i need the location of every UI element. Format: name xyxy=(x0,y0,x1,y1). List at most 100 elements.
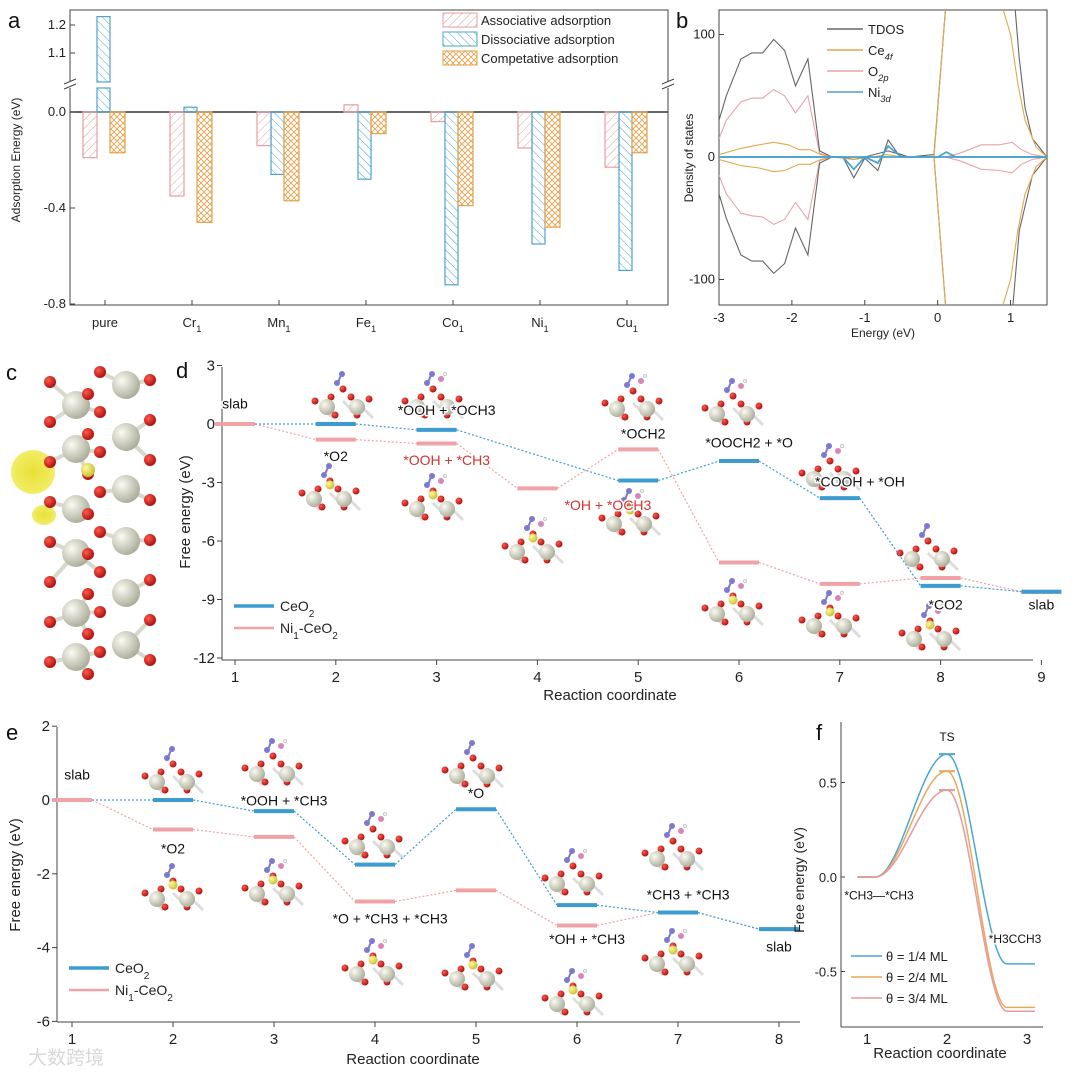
panel-label-e: e xyxy=(6,720,18,745)
bar-dissociative-pure-lower xyxy=(96,87,111,113)
h-atom xyxy=(682,823,688,829)
y-tick-label: -3 xyxy=(202,475,215,492)
o-atom xyxy=(826,457,834,465)
c-adsorbate-atom xyxy=(635,493,641,499)
o2-adsorbate-atom xyxy=(524,525,530,531)
ce-atom xyxy=(479,768,495,784)
o2-adsorbate-atom xyxy=(269,858,275,864)
o-atom xyxy=(598,514,606,522)
o-atom xyxy=(621,413,629,421)
o-atom xyxy=(269,752,277,760)
dos-curves xyxy=(719,10,1047,305)
o-atom xyxy=(395,962,403,970)
bar-competitive-cr xyxy=(196,111,213,224)
o-atom xyxy=(161,903,169,911)
o-atom xyxy=(617,395,625,403)
x-tick-label-pure: pure xyxy=(92,315,118,330)
o-atom xyxy=(916,563,924,571)
x-tick-label: 8 xyxy=(775,1031,783,1048)
bond xyxy=(291,893,305,907)
connector-ni_ceo2 xyxy=(394,889,457,903)
o2-adsorbate-atom xyxy=(264,747,270,753)
connector-ni_ceo2 xyxy=(557,448,619,489)
o-atom xyxy=(144,654,156,666)
o2-adsorbate-atom xyxy=(464,749,470,755)
x-tick-label: 5 xyxy=(634,669,642,686)
ni-atom xyxy=(728,595,738,605)
x-axis-label-e: Reaction coordinate xyxy=(346,1051,479,1068)
o-atom xyxy=(339,385,347,393)
y-axis-label-f: Free energy (eV) xyxy=(791,827,807,933)
bond xyxy=(391,973,405,987)
bond xyxy=(551,551,565,565)
y-tick-label: 0.0 xyxy=(819,870,837,885)
state-label: *OOCH2 + *O xyxy=(705,434,793,450)
adsorption-structure-inset xyxy=(598,488,662,537)
o-atom xyxy=(277,880,285,888)
plot-frame xyxy=(69,9,669,306)
y-tick-label: -9 xyxy=(202,592,215,609)
panel-c-crystal-structure: c xyxy=(6,360,156,680)
adsorption-structure-inset xyxy=(501,516,565,565)
adsorption-structure-inset xyxy=(311,371,375,420)
o2-adsorbate-atom xyxy=(729,578,735,584)
o-atom xyxy=(365,395,373,403)
ce-atom xyxy=(606,516,622,532)
o-atom xyxy=(377,833,385,841)
o-atom xyxy=(401,499,409,507)
o2-adsorbate-atom xyxy=(169,746,175,752)
x-tick-label: -3 xyxy=(713,310,725,325)
o-atom xyxy=(695,952,703,960)
legend-label-o2p: O2p xyxy=(868,64,889,83)
h-atom xyxy=(742,378,748,384)
o-atom xyxy=(82,428,94,440)
bar-associative-mn xyxy=(256,111,272,147)
y-tick-label: 0 xyxy=(42,792,50,809)
o-atom xyxy=(318,503,326,511)
o-atom xyxy=(501,542,509,550)
o-atom xyxy=(461,780,469,788)
bond xyxy=(361,406,375,420)
bond xyxy=(948,638,962,652)
o-atom xyxy=(737,400,745,408)
o-atom xyxy=(195,770,203,778)
x-tick-label: 2 xyxy=(169,1031,177,1048)
o2-adsorbate-atom xyxy=(429,371,435,377)
o2-adsorbate-atom xyxy=(569,848,575,854)
o2-adsorbate-atom xyxy=(529,516,535,522)
o-atom xyxy=(641,849,649,857)
o2-adsorbate-atom xyxy=(469,740,475,746)
bond xyxy=(348,498,362,512)
o2-adsorbate-atom xyxy=(369,938,375,944)
ni-atom xyxy=(568,985,578,995)
o-atom xyxy=(44,456,56,468)
o-atom xyxy=(555,540,563,548)
o-atom xyxy=(932,545,940,553)
connector-ni_ceo2 xyxy=(859,577,921,585)
y-tick-label: 0 xyxy=(207,416,215,433)
legend-label-theta2: θ = 2/4 ML xyxy=(886,970,948,985)
adsorption-structure-inset xyxy=(401,473,465,522)
o-atom xyxy=(277,760,285,768)
bar-competitive-fe xyxy=(370,111,387,135)
o2-adsorbate-atom xyxy=(724,387,730,393)
bar-dissociative-fe xyxy=(357,111,372,180)
o-atom xyxy=(657,950,665,958)
o-atom xyxy=(395,835,403,843)
o-atom xyxy=(357,960,365,968)
adsorption-structure-inset xyxy=(798,443,862,492)
ce-atom xyxy=(509,544,525,560)
o-atom xyxy=(357,833,365,841)
legend-label-ceo2: CeO2 xyxy=(115,960,150,982)
state-label: *OOH + *CH3 xyxy=(403,452,490,468)
y-tick-label: -0.5 xyxy=(815,965,837,980)
o-atom xyxy=(541,994,549,1002)
bar-competitive-pure xyxy=(109,111,126,154)
state-label: *CH3 + *CH3 xyxy=(647,887,730,903)
y-tick-label: -0.8 xyxy=(44,296,66,311)
ni-atom xyxy=(268,875,278,885)
bar-competitive-co xyxy=(457,111,474,207)
adsorption-structure-inset xyxy=(896,523,960,572)
legend-label-ceo2: CeO2 xyxy=(280,598,315,620)
o-atom xyxy=(455,497,463,505)
